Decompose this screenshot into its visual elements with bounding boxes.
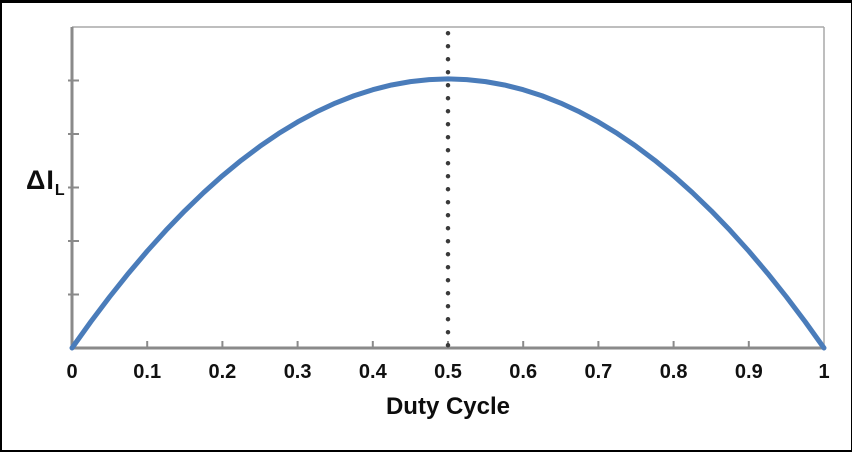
x-tick-label-0.5: 0.5 xyxy=(434,361,462,383)
x-tick-label-0.4: 0.4 xyxy=(358,361,387,383)
plot-area xyxy=(68,26,827,351)
x-tick-label-0.9: 0.9 xyxy=(734,361,763,383)
x-tick-label-0.1: 0.1 xyxy=(133,361,162,383)
x-tick-label-0.2: 0.2 xyxy=(208,361,237,383)
x-tick-label-0.7: 0.7 xyxy=(584,361,613,383)
ripple-current-curve xyxy=(69,76,827,351)
x-tick-label-0.3: 0.3 xyxy=(283,361,312,383)
y-axis-label-subscript: L xyxy=(54,182,65,199)
y-axis-label: ΔIL xyxy=(26,165,65,200)
y-axis-label-text: ΔI xyxy=(26,165,55,195)
x-tick-label-1: 1 xyxy=(818,361,830,383)
x-tick-label-0.6: 0.6 xyxy=(509,361,538,383)
x-axis-title: Duty Cycle xyxy=(385,393,511,420)
x-tick-label-0.8: 0.8 xyxy=(659,361,688,383)
x-tick-label-0: 0 xyxy=(66,361,78,383)
